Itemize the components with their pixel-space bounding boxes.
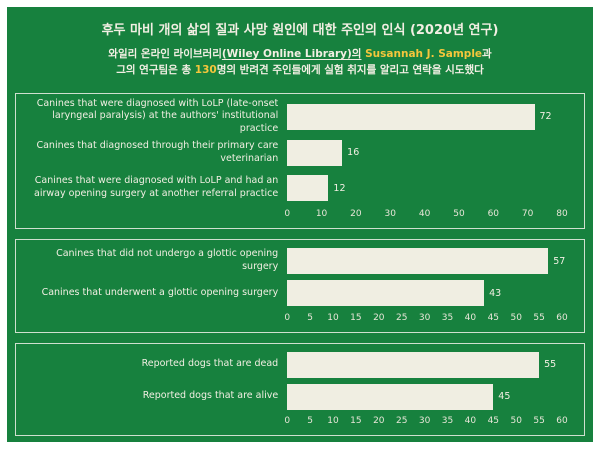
x-tick-label: 40: [464, 416, 477, 426]
bar-plot-area: 16: [287, 135, 579, 171]
bar-row: Canines that were diagnosed with LoLP (l…: [22, 97, 579, 135]
x-axis: 0 5 10 15 20 25 30 35 40 45 50 55 60: [22, 312, 579, 328]
subtitle-highlight-name: Susannah J. Sample: [361, 48, 483, 61]
x-tick-label: 35: [441, 312, 454, 323]
x-tick-label: 10: [327, 416, 339, 426]
subtitle-line-2: 와일리 온라인 라이브러리(Wiley Online Library)의 Sus…: [15, 46, 585, 62]
x-tick-label: 15: [350, 312, 362, 323]
x-axis-scale: 0 5 10 15 20 25 30 35 40 45 50 55 60: [284, 312, 567, 328]
x-axis: 0 5 10 15 20 25 30 35 40 45 50 55 60: [22, 415, 579, 431]
subtitle-highlight-number: 130: [194, 64, 217, 77]
bar-rows: Canines that did not undergo a glottic o…: [22, 245, 579, 309]
x-tick-label: 0: [284, 209, 291, 220]
value-label: 16: [347, 147, 360, 159]
subtitle-text: 와일리 온라인 라이브러리: [108, 48, 222, 61]
chart-panels-container: Canines that were diagnosed with LoLP (l…: [15, 93, 585, 436]
page-title: 후두 마비 개의 삶의 질과 사망 원인에 대한 주인의 인식 (2020년 연…: [101, 23, 499, 38]
bar: [287, 351, 540, 378]
x-tick-label: 30: [418, 416, 431, 426]
value-label: 43: [489, 287, 502, 299]
x-tick-label: 20: [350, 209, 362, 220]
x-axis-ticks: 0 5 10 15 20 25 30 35 40 45 50 55 60: [284, 415, 579, 431]
x-tick-label: 50: [453, 209, 465, 220]
bar-plot-area: 55: [287, 349, 579, 381]
dashboard-background: 후두 마비 개의 삶의 질과 사망 원인에 대한 주인의 인식 (2020년 연…: [7, 7, 593, 442]
subtitle-line-3: 그의 연구팀은 총 130명의 반려견 주인들에게 실험 취지를 알리고 연락을…: [15, 62, 585, 78]
x-tick-label: 30: [418, 312, 431, 323]
bar-plot-area: 12: [287, 170, 579, 206]
category-label: Canines that diagnosed through their pri…: [36, 139, 279, 164]
value-label: 45: [498, 391, 511, 403]
x-tick-label: 0: [284, 416, 291, 426]
subtitle-underlined-text: (Wiley Online Library)의: [221, 48, 362, 61]
x-tick-label: 10: [327, 312, 339, 323]
x-tick-label: 45: [487, 312, 500, 323]
subtitle-text: 과: [482, 48, 492, 61]
x-tick-label: 35: [441, 416, 454, 426]
x-tick-label: 50: [510, 312, 522, 323]
bar: [287, 175, 329, 202]
chart-panel-1: Canines that were diagnosed with LoLP (l…: [15, 93, 585, 230]
x-axis-scale: 0 5 10 15 20 25 30 35 40 45 50 55 60: [284, 415, 567, 431]
x-tick-label: 50: [510, 416, 522, 426]
x-tick-label: 60: [556, 312, 568, 323]
bar: [287, 139, 343, 166]
bar-rows: Reported dogs that are dead 55 Reported do…: [22, 349, 579, 413]
category-label: Reported dogs that are dead: [141, 358, 279, 370]
category-label: Canines that were diagnosed with LoLP an…: [34, 175, 279, 200]
x-tick-label: 5: [307, 416, 313, 426]
category-label: Canines that underwent a glottic opening…: [41, 287, 279, 298]
bar: [287, 280, 485, 307]
bar: [287, 248, 549, 275]
value-label: 72: [539, 111, 552, 123]
x-axis-ticks: 0 10 20 30 40 50 60 70 80: [284, 208, 579, 224]
chart-panel-3: Reported dogs that are dead 55 Reported do…: [15, 342, 585, 436]
x-tick-label: 25: [395, 312, 408, 323]
value-label: 55: [544, 359, 557, 371]
bar-plot-area: 43: [287, 277, 579, 309]
bar-plot-area: 45: [287, 381, 579, 413]
x-tick-label: 10: [315, 209, 328, 220]
x-tick-label: 40: [464, 312, 477, 323]
dashboard-header: 후두 마비 개의 삶의 질과 사망 원인에 대한 주인의 인식 (2020년 연…: [15, 13, 585, 89]
bar-plot-area: 72: [287, 99, 579, 135]
subtitle-text: 그의 연구팀은 총: [116, 64, 195, 77]
value-label: 57: [553, 255, 566, 267]
x-tick-label: 40: [418, 209, 431, 220]
x-tick-label: 60: [556, 416, 568, 426]
category-label: Reported dogs that are alive: [142, 390, 279, 402]
x-axis-scale: 0 10 20 30 40 50 60 70 80: [284, 208, 567, 224]
bar: [287, 383, 494, 410]
x-tick-label: 70: [521, 209, 534, 220]
x-tick-label: 5: [307, 312, 313, 323]
x-tick-label: 55: [533, 312, 545, 323]
bar-row: Canines that did not undergo a glottic o…: [22, 245, 579, 277]
bar-plot-area: 57: [287, 245, 579, 277]
bar-row: Reported dogs that are alive 45: [22, 381, 579, 413]
bar-row: Canines that underwent a glottic opening…: [22, 277, 579, 309]
bar-rows: Canines that were diagnosed with LoLP (l…: [22, 97, 579, 206]
subtitle-text: 명의 반려견 주인들에게 실험 취지를 알리고 연락을 시도했다: [216, 64, 484, 77]
x-tick-label: 0: [284, 312, 291, 323]
bar: [287, 103, 535, 130]
x-tick-label: 45: [487, 416, 500, 426]
x-axis-ticks: 0 5 10 15 20 25 30 35 40 45 50 55 60: [284, 312, 579, 328]
x-tick-label: 15: [350, 416, 362, 426]
bar-row: Reported dogs that are dead 55: [22, 349, 579, 381]
chart-panel-2: Canines that did not undergo a glottic o…: [15, 239, 585, 333]
x-tick-label: 30: [384, 209, 396, 220]
category-label: Canines that did not undergo a glottic o…: [56, 248, 279, 273]
x-tick-label: 25: [395, 416, 408, 426]
x-tick-label: 60: [487, 209, 500, 220]
bar-row: Canines that were diagnosed with LoLP an…: [22, 170, 579, 206]
x-tick-label: 55: [533, 416, 545, 426]
bar-row: Canines that diagnosed through their pri…: [22, 135, 579, 171]
x-axis: 0 10 20 30 40 50 60 70 80: [22, 208, 579, 224]
value-label: 12: [333, 182, 346, 194]
x-tick-label: 80: [556, 209, 568, 220]
x-tick-label: 20: [373, 416, 385, 426]
category-label: Canines that were diagnosed with LoLP (l…: [36, 97, 279, 135]
x-tick-label: 20: [373, 312, 385, 323]
